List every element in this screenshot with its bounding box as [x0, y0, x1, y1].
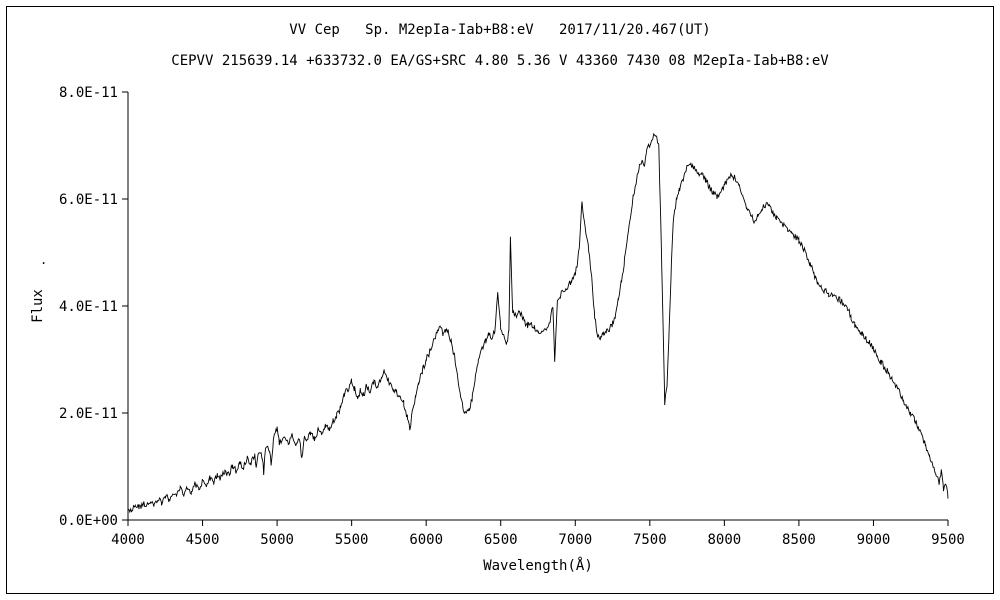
y-tick-label: 2.0E-11	[59, 406, 118, 422]
x-tick-label: 4000	[111, 532, 145, 548]
x-tick-label: 9500	[931, 532, 965, 548]
x-tick-label: 7500	[633, 532, 667, 548]
x-tick-label: 5500	[335, 532, 369, 548]
x-tick-label: 6500	[484, 532, 518, 548]
x-tick-label: 7000	[558, 532, 592, 548]
x-tick-label: 6000	[409, 532, 443, 548]
flux-series-line	[128, 132, 949, 514]
y-tick-label: 4.0E-11	[59, 299, 118, 315]
chart-title: VV Cep Sp. M2epIa-Iab+B8:eV 2017/11/20.4…	[289, 22, 711, 38]
x-axis-title: Wavelength(Å)	[483, 557, 593, 574]
window-border	[6, 6, 994, 594]
x-tick-label: 8500	[782, 532, 816, 548]
x-tick-label: 4500	[186, 532, 220, 548]
y-tick-label: 0.0E+00	[59, 513, 118, 529]
y-axis-title: Flux	[30, 289, 46, 323]
x-tick-label: 8000	[708, 532, 742, 548]
x-tick-label: 5000	[260, 532, 294, 548]
x-tick-label: 9000	[857, 532, 891, 548]
y-tick-label: 6.0E-11	[59, 192, 118, 208]
y-tick-label: 8.0E-11	[59, 85, 118, 101]
axis-stray-dot: .	[40, 253, 47, 267]
chart-subtitle: CEPVV 215639.14 +633732.0 EA/GS+SRC 4.80…	[171, 53, 829, 69]
